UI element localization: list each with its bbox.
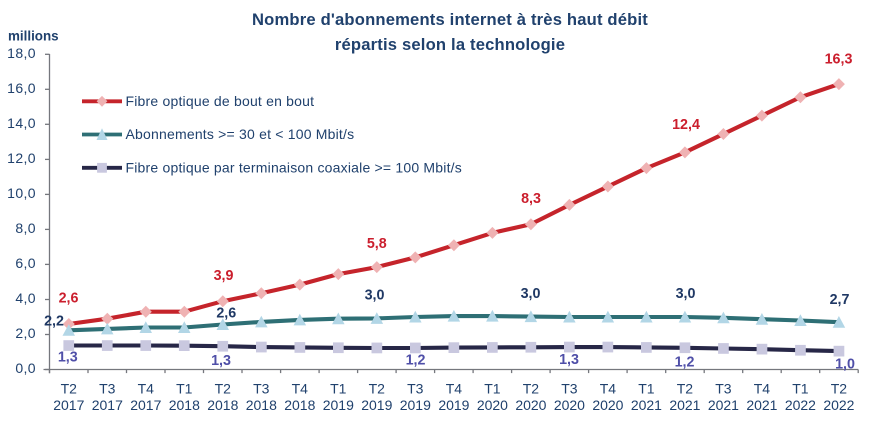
svg-text:T1: T1 [638,381,655,397]
svg-text:T2: T2 [677,381,694,397]
svg-text:1,2: 1,2 [675,355,695,371]
svg-text:2022: 2022 [823,397,854,413]
svg-text:T2: T2 [61,381,78,397]
svg-text:T4: T4 [446,381,463,397]
svg-text:T3: T3 [407,381,424,397]
svg-text:T4: T4 [292,381,309,397]
svg-text:1,2: 1,2 [406,353,426,369]
svg-text:T2: T2 [831,381,848,397]
svg-text:T1: T1 [792,381,809,397]
svg-text:10,0: 10,0 [7,185,36,201]
svg-text:T1: T1 [484,381,501,397]
svg-text:T1: T1 [330,381,347,397]
svg-text:2022: 2022 [785,397,816,413]
svg-text:8,0: 8,0 [15,220,36,236]
svg-text:2019: 2019 [323,397,354,413]
svg-text:2021: 2021 [708,397,739,413]
svg-text:2019: 2019 [438,397,469,413]
svg-text:T4: T4 [138,381,155,397]
svg-text:18,0: 18,0 [7,45,36,61]
svg-text:T3: T3 [561,381,578,397]
svg-text:T4: T4 [600,381,617,397]
svg-text:12,0: 12,0 [7,150,36,166]
svg-text:T4: T4 [754,381,771,397]
svg-text:T3: T3 [253,381,270,397]
svg-text:2019: 2019 [361,397,392,413]
svg-text:2021: 2021 [669,397,700,413]
svg-text:1,0: 1,0 [835,357,855,373]
svg-text:Nombre d'abonnements internet: Nombre d'abonnements internet à très hau… [252,10,648,29]
svg-text:8,3: 8,3 [521,191,541,207]
svg-text:Fibre optique de bout en bout: Fibre optique de bout en bout [126,93,315,109]
svg-text:1,3: 1,3 [559,352,579,368]
svg-text:2,6: 2,6 [59,291,79,307]
svg-text:2,0: 2,0 [15,325,36,341]
svg-text:Abonnements >= 30 et < 100 Mbi: Abonnements >= 30 et < 100 Mbit/s [126,126,355,142]
svg-text:5,8: 5,8 [367,236,387,252]
svg-text:2021: 2021 [631,397,662,413]
svg-text:2020: 2020 [554,397,585,413]
svg-text:2018: 2018 [207,397,238,413]
svg-text:0,0: 0,0 [15,360,36,376]
svg-text:2,6: 2,6 [216,306,236,322]
svg-text:16,0: 16,0 [7,80,36,96]
svg-text:1,3: 1,3 [58,350,78,366]
svg-text:2017: 2017 [130,397,161,413]
svg-text:1,3: 1,3 [211,353,231,369]
svg-text:12,4: 12,4 [672,117,700,133]
svg-text:2,7: 2,7 [830,292,850,308]
svg-text:14,0: 14,0 [7,115,36,131]
svg-text:2019: 2019 [400,397,431,413]
svg-text:2018: 2018 [246,397,277,413]
svg-text:Fibre optique par terminaison: Fibre optique par terminaison coaxiale >… [126,160,462,176]
svg-text:T3: T3 [99,381,116,397]
svg-text:3,0: 3,0 [676,286,696,302]
svg-text:6,0: 6,0 [15,255,36,271]
svg-text:4,0: 4,0 [15,290,36,306]
svg-text:3,9: 3,9 [214,268,234,284]
svg-text:répartis selon la technologie: répartis selon la technologie [335,35,565,54]
svg-text:2021: 2021 [746,397,777,413]
svg-text:16,3: 16,3 [825,52,853,68]
svg-text:T2: T2 [369,381,386,397]
svg-text:2017: 2017 [53,397,84,413]
svg-text:2018: 2018 [284,397,315,413]
svg-text:3,0: 3,0 [521,286,541,302]
svg-text:2020: 2020 [515,397,546,413]
svg-text:T2: T2 [523,381,540,397]
svg-text:2017: 2017 [92,397,123,413]
svg-text:millions: millions [8,29,59,44]
svg-text:T1: T1 [176,381,193,397]
svg-text:T2: T2 [215,381,232,397]
svg-text:2020: 2020 [592,397,623,413]
svg-text:2018: 2018 [169,397,200,413]
svg-text:T3: T3 [715,381,732,397]
svg-text:3,0: 3,0 [365,288,385,304]
svg-text:2020: 2020 [477,397,508,413]
svg-text:2,2: 2,2 [44,314,64,330]
